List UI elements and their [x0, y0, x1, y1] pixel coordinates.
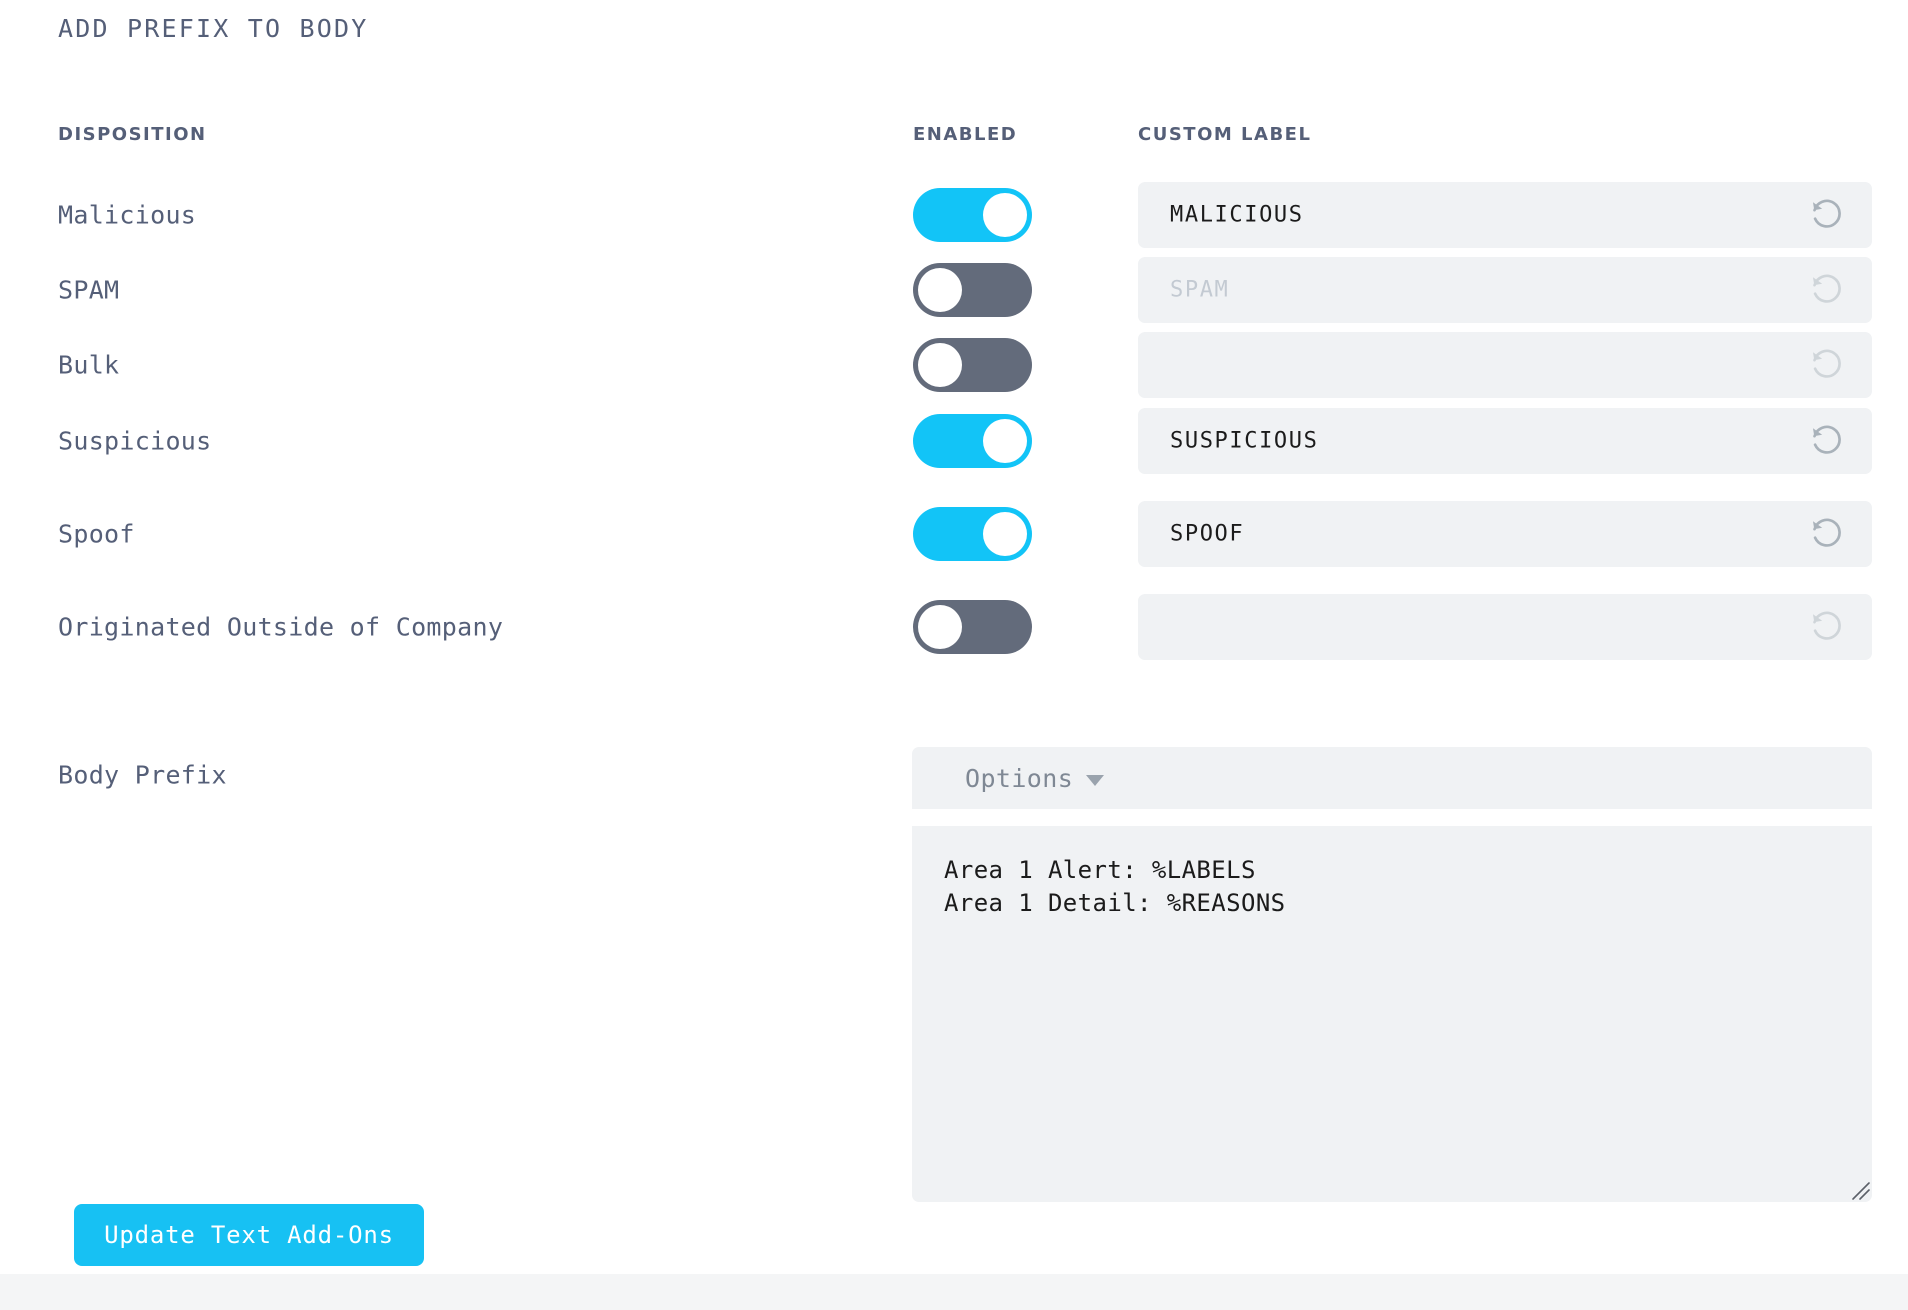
row-label-spoof: Spoof: [58, 519, 135, 548]
row-label-malicious: Malicious: [58, 200, 197, 229]
custom-label-placeholder: SPAM: [1170, 277, 1230, 302]
toggle-spam[interactable]: [913, 262, 1032, 317]
chevron-down-icon: [1086, 774, 1105, 786]
custom-label-input-suspicious[interactable]: SUSPICIOUS: [1138, 407, 1872, 474]
custom-label-input-malicious[interactable]: MALICIOUS: [1138, 181, 1872, 248]
toggle-spoof[interactable]: [913, 506, 1032, 561]
body-prefix-row: Body Prefix: [0, 740, 1908, 810]
custom-label-input-spam[interactable]: SPAM: [1138, 256, 1872, 323]
toggle-knob: [918, 267, 962, 312]
update-text-add-ons-button[interactable]: Update Text Add-Ons: [74, 1204, 424, 1266]
toggle-malicious[interactable]: [913, 187, 1032, 242]
table-row: Bulk: [0, 318, 1908, 411]
row-label-bulk: Bulk: [58, 350, 120, 379]
toggle-knob: [918, 342, 962, 387]
custom-label-value: SUSPICIOUS: [1170, 428, 1319, 453]
toggle-originated-outside-of-company[interactable]: [913, 599, 1032, 654]
table-row: Spoof SPOOF: [0, 487, 1908, 580]
reset-icon[interactable]: [1810, 198, 1844, 232]
page-title: ADD PREFIX TO BODY: [58, 14, 369, 43]
toggle-suspicious[interactable]: [913, 413, 1032, 468]
toggle-knob: [983, 418, 1027, 463]
custom-label-input-originated-outside-of-company[interactable]: [1138, 593, 1872, 660]
column-header-disposition: DISPOSITION: [58, 124, 207, 145]
body-prefix-toolbar: Options: [912, 747, 1872, 809]
reset-icon[interactable]: [1810, 517, 1844, 551]
toggle-bulk[interactable]: [913, 337, 1032, 392]
reset-icon[interactable]: [1810, 424, 1844, 458]
options-dropdown[interactable]: Options: [965, 763, 1105, 793]
custom-label-value: MALICIOUS: [1170, 202, 1304, 227]
options-dropdown-label: Options: [965, 763, 1074, 793]
custom-label-input-bulk[interactable]: [1138, 331, 1872, 398]
table-row: SPAM SPAM: [0, 243, 1908, 336]
body-prefix-textarea[interactable]: Area 1 Alert: %LABELS Area 1 Detail: %RE…: [912, 826, 1872, 1202]
custom-label-input-spoof[interactable]: SPOOF: [1138, 500, 1872, 567]
reset-icon[interactable]: [1810, 273, 1844, 307]
table-row: Originated Outside of Company: [0, 580, 1908, 673]
row-label-body-prefix: Body Prefix: [58, 760, 227, 790]
row-label-suspicious: Suspicious: [58, 426, 212, 455]
toggle-knob: [918, 604, 962, 649]
column-header-custom-label: CUSTOM LABEL: [1138, 124, 1312, 145]
bottom-strip: [0, 1274, 1908, 1310]
column-header-enabled: ENABLED: [913, 124, 1018, 145]
toggle-knob: [983, 192, 1027, 237]
reset-icon[interactable]: [1810, 348, 1844, 382]
resize-grip-icon[interactable]: [1850, 1180, 1872, 1202]
reset-icon[interactable]: [1810, 610, 1844, 644]
table-row: Suspicious SUSPICIOUS: [0, 394, 1908, 487]
custom-label-value: SPOOF: [1170, 521, 1245, 546]
row-label-spam: SPAM: [58, 275, 120, 304]
row-label-originated-outside-of-company: Originated Outside of Company: [58, 612, 504, 641]
table-row: Malicious MALICIOUS: [0, 168, 1908, 261]
toggle-knob: [983, 511, 1027, 556]
